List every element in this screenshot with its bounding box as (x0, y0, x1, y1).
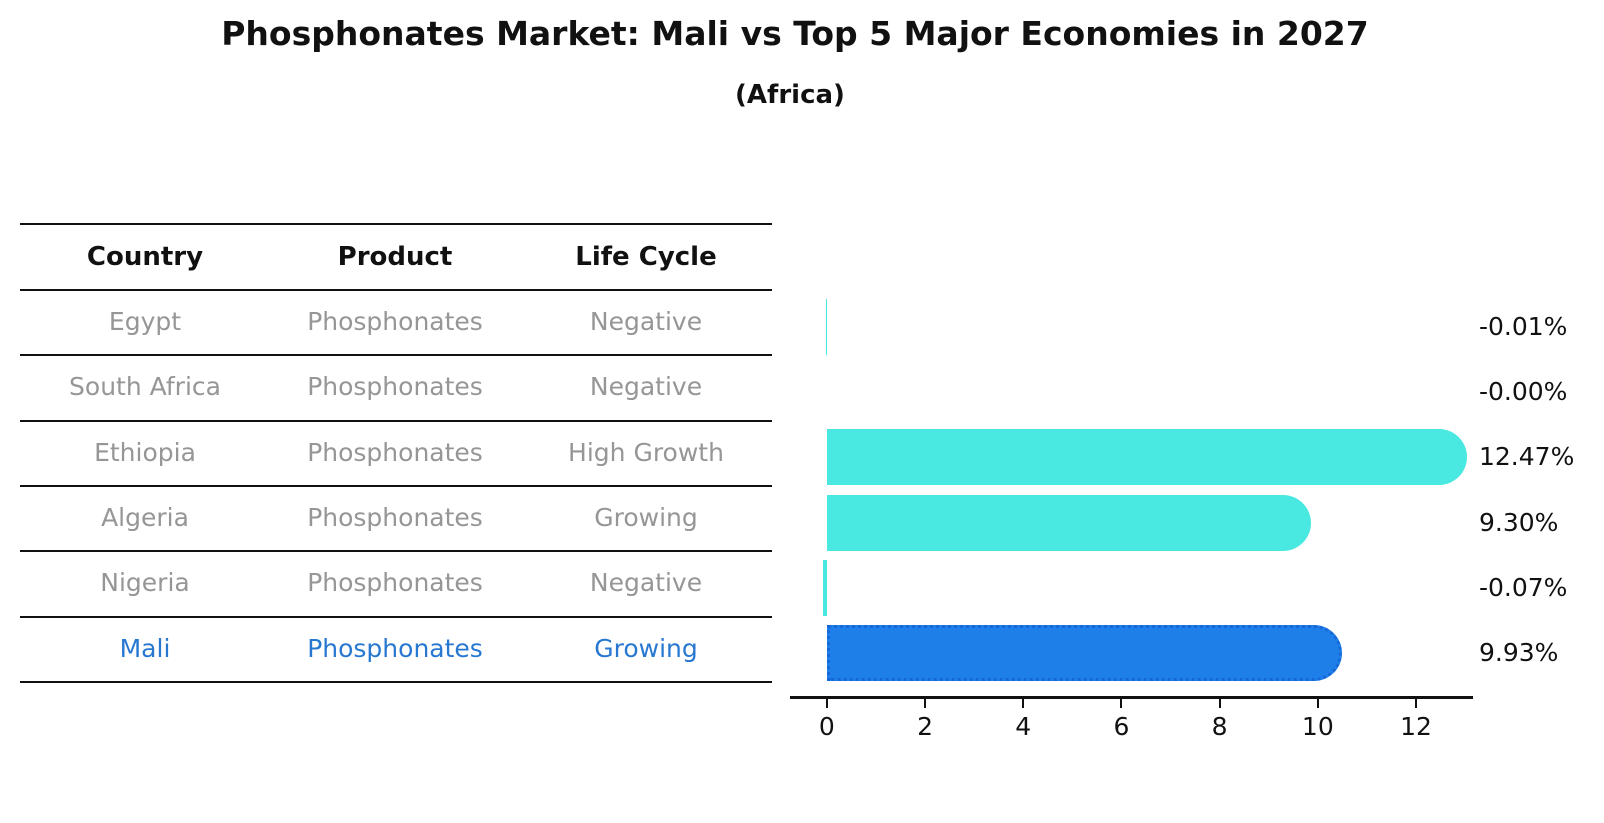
table-cell-life_cycle: Negative (589, 307, 703, 337)
value-label-ethiopia: 12.47% (1479, 442, 1575, 472)
table-header-row: Country Product Life Cycle (20, 225, 772, 289)
value-label-nigeria: -0.07% (1479, 572, 1568, 602)
value-label-south-africa: -0.00% (1479, 376, 1568, 406)
table-cell-country: Mali (119, 633, 171, 663)
x-tick-label: 6 (1113, 712, 1130, 741)
bar-mali (826, 625, 1343, 682)
x-tick (924, 699, 927, 708)
table-cell-country: Algeria (101, 503, 189, 533)
table-cell-country: South Africa (69, 372, 221, 402)
x-tick (1120, 699, 1123, 708)
bar-ethiopia (826, 429, 1468, 486)
x-tick (1415, 699, 1418, 708)
x-tick (1218, 699, 1221, 708)
table-cell-life_cycle: Negative (589, 568, 703, 598)
table-row-rule (20, 615, 772, 618)
table-cell-product: Phosphonates (307, 437, 483, 467)
table-cell-life_cycle: High Growth (568, 437, 724, 467)
x-tick (825, 699, 828, 708)
table-row-nigeria: Nigeria Phosphonates Negative (20, 550, 772, 615)
table-cell-country: Ethiopia (94, 437, 196, 467)
x-tick-label: 8 (1211, 712, 1228, 741)
table-header-cell-product: Product (337, 242, 453, 272)
value-label-algeria: 9.30% (1479, 507, 1559, 537)
table-cell-life_cycle: Negative (589, 372, 703, 402)
table-row-rule (20, 550, 772, 553)
table-header-cell-country: Country (86, 242, 204, 272)
table-row-rule (20, 484, 772, 487)
table-row-egypt: Egypt Phosphonates Negative (20, 289, 772, 354)
bar-egypt (825, 298, 827, 355)
bar-nigeria (823, 559, 827, 616)
table-row-rule (20, 354, 772, 357)
x-tick-label: 12 (1400, 712, 1432, 741)
table-header-cell-life_cycle: Life Cycle (575, 242, 717, 272)
chart-title: Phosphonates Market: Mali vs Top 5 Major… (221, 14, 1369, 53)
x-axis (790, 696, 1473, 699)
table-top-rule (20, 223, 772, 225)
table-cell-product: Phosphonates (307, 568, 483, 598)
table-row-rule (20, 680, 772, 683)
table-cell-product: Phosphonates (307, 633, 483, 663)
table-cell-life_cycle: Growing (594, 503, 698, 533)
x-tick-label: 10 (1301, 712, 1334, 741)
table-row-ethiopia: Ethiopia Phosphonates High Growth (20, 420, 772, 485)
table-row-rule (20, 419, 772, 422)
chart-subtitle: (Africa) (735, 80, 845, 110)
table-row-algeria: Algeria Phosphonates Growing (20, 485, 772, 550)
table-cell-product: Phosphonates (307, 372, 483, 402)
table-cell-life_cycle: Growing (594, 633, 698, 663)
value-label-mali: 9.93% (1479, 638, 1559, 668)
table-header-rule (20, 289, 772, 291)
table-row-south-africa: South Africa Phosphonates Negative (20, 354, 772, 419)
table-cell-country: Nigeria (100, 568, 190, 598)
x-tick-label: 0 (818, 712, 835, 741)
value-label-egypt: -0.01% (1479, 311, 1568, 341)
x-tick-label: 2 (917, 712, 933, 741)
table-cell-country: Egypt (108, 307, 182, 337)
table-cell-product: Phosphonates (307, 307, 483, 337)
x-tick-label: 4 (1015, 712, 1032, 741)
bar-algeria (826, 494, 1312, 551)
x-tick (1316, 699, 1319, 708)
table-cell-product: Phosphonates (307, 503, 483, 533)
x-tick (1022, 699, 1025, 708)
table-row-mali: Mali Phosphonates Growing (20, 616, 772, 681)
